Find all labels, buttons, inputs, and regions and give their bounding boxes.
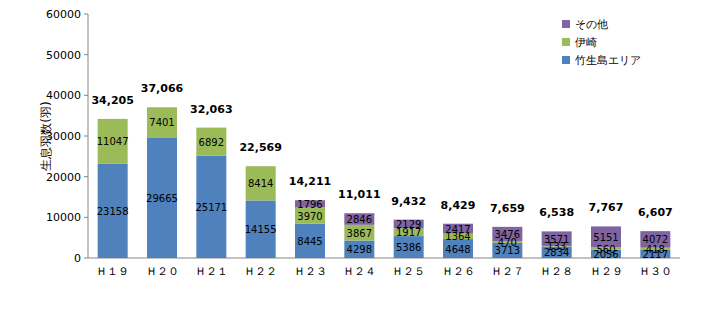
legend-label: 竹生島エリア [575,54,641,67]
bar-segment [196,128,226,156]
legend-swatch [562,38,570,46]
y-tick-label: 20000 [46,171,81,184]
chart: 0100002000030000400005000060000生息羽数(羽)Ｈ１… [0,0,710,311]
bar-segment [344,225,374,241]
y-tick-label: 50000 [46,49,81,62]
data-label: 25171 [195,202,227,213]
total-label: 7,767 [589,201,624,214]
total-label: 6,607 [638,206,673,219]
legend: その他伊崎竹生島エリア [562,18,641,67]
total-label: 7,659 [490,202,525,215]
data-label: 4648 [445,244,470,255]
data-label: 8445 [297,236,322,247]
total-label: 32,063 [190,103,232,116]
data-label: 3867 [347,228,372,239]
data-label: 6892 [199,137,224,148]
y-tick [84,258,88,259]
data-label: 2846 [347,214,372,225]
data-label: 4298 [347,244,372,255]
labels: 2315829665251711415584454298538646483713… [91,82,672,260]
y-tick [84,95,88,96]
data-label: 14155 [245,224,277,235]
x-tick-label: Ｈ２８ [540,265,573,278]
bar-segment [344,213,374,225]
bar-segment [98,164,128,258]
x-tick-label: Ｈ２６ [442,265,475,278]
data-label: 5151 [593,232,618,243]
bars [98,107,671,258]
x-tick-label: Ｈ２７ [491,265,524,278]
data-label: 23158 [97,206,129,217]
legend-swatch [562,56,570,64]
x-tick-label: Ｈ２５ [392,265,425,278]
x-tick-label: Ｈ１９ [96,265,129,278]
data-label: 2129 [396,219,421,230]
x-tick-label: Ｈ２２ [244,265,277,278]
bar-segment [246,200,276,258]
y-tick-label: 0 [74,252,81,265]
total-label: 8,429 [441,199,476,212]
data-label: 4072 [643,234,668,245]
y-tick-label: 40000 [46,89,81,102]
bar-segment [492,227,522,241]
data-label: 5386 [396,242,421,253]
total-label: 14,211 [289,175,331,188]
total-label: 37,066 [141,82,184,95]
y-tick-label: 60000 [46,8,81,21]
y-tick [84,54,88,55]
data-label: 1796 [297,199,322,210]
x-tick-label: Ｈ２１ [195,265,228,278]
bar-segment [542,231,572,246]
legend-label: 伊崎 [575,36,597,49]
y-tick-label: 10000 [46,211,81,224]
data-label: 7401 [149,117,174,128]
x-tick-label: Ｈ２４ [343,265,376,278]
bar-segment [344,241,374,258]
data-label: 11047 [97,136,129,147]
data-label: 3970 [297,211,322,222]
bar-segment [147,137,177,258]
x-tick-label: Ｈ２３ [294,265,327,278]
data-label: 3571 [544,234,569,245]
total-label: 9,432 [391,195,426,208]
y-tick [84,176,88,177]
bar-segment [295,208,325,224]
total-label: 6,538 [539,206,574,219]
data-label: 2417 [445,224,470,235]
data-label: 8414 [248,178,273,189]
bar-segment [295,224,325,258]
bar-segment [147,107,177,137]
y-tick [84,14,88,15]
data-label: 29665 [146,193,178,204]
data-label: 3476 [495,229,520,240]
legend-swatch [562,20,570,28]
x-tick-label: Ｈ２０ [146,265,179,278]
total-label: 34,205 [91,94,133,107]
x-tick-label: Ｈ３０ [639,265,672,278]
data-label: 560 [596,244,615,255]
y-tick [84,217,88,218]
total-label: 22,569 [239,141,281,154]
bar-segment [98,119,128,164]
y-axis [88,14,89,258]
bar-segment [394,236,424,258]
y-axis-title: 生息羽数(羽) [39,101,53,170]
y-tick [84,136,88,137]
bar-segment [246,166,276,200]
chart-container: 0100002000030000400005000060000生息羽数(羽)Ｈ１… [0,0,710,311]
total-label: 11,011 [338,188,380,201]
legend-label: その他 [575,18,608,31]
bar-segment [640,231,670,248]
bar-segment [196,156,226,258]
x-tick-label: Ｈ２９ [590,265,623,278]
